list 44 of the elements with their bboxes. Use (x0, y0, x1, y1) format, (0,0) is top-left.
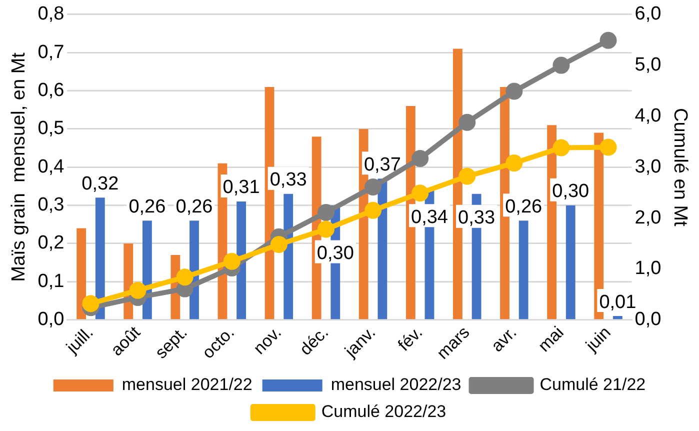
y-tick-label: 0,5 (38, 118, 64, 140)
data-label: 0,31 (222, 177, 260, 198)
x-tick-label: juill. (62, 322, 97, 358)
x-tick-label: nov. (250, 322, 286, 358)
data-label: 0,01 (599, 292, 636, 313)
x-tick-label: octo. (198, 322, 238, 362)
y-axis-title: Maïs grain mensuel, en Mt (8, 52, 30, 282)
x-tick-label: fév. (394, 322, 426, 355)
legend-label: Cumulé 2022/23 (321, 402, 446, 422)
x-tick-label: mai (534, 322, 568, 356)
y2-axis-title: Cumulé en Mt (669, 108, 690, 227)
legend-label: Cumulé 21/22 (540, 375, 646, 394)
y2-tick-label: 2,0 (634, 207, 662, 228)
data-label: 0,26 (505, 196, 542, 218)
data-label: 0,37 (364, 154, 401, 176)
x-tick-label: juin (582, 322, 614, 356)
legend-label: mensuel 2022/23 (330, 375, 462, 394)
data-label: 0,26 (128, 196, 166, 218)
y2-tick-label: 4,0 (634, 105, 662, 126)
x-tick-label: août (107, 322, 144, 360)
x-tick-label: déc. (296, 322, 332, 359)
x-tick-label: sept. (151, 322, 191, 362)
x-tick-label: avr. (487, 322, 520, 356)
data-label: 0,34 (410, 206, 448, 228)
y-tick-label: 0,1 (38, 270, 64, 292)
legend-label: mensuel 2021/22 (122, 375, 252, 394)
data-label: 0,30 (552, 181, 590, 202)
y-tick-label: 0,2 (38, 232, 64, 254)
y-tick-label: 0,7 (38, 42, 64, 63)
y-tick-label: 0,3 (38, 194, 64, 216)
data-label: 0,26 (176, 196, 213, 218)
y-tick-label: 0,6 (38, 80, 64, 101)
y-tick-label: 0,4 (38, 156, 65, 178)
y2-tick-label: 3,0 (634, 156, 662, 178)
y2-tick-label: 0,0 (634, 309, 662, 330)
data-label: 0,33 (458, 208, 496, 229)
y2-tick-label: 1,0 (634, 258, 662, 280)
y-tick-label: 0,8 (38, 4, 64, 25)
data-label: 0,32 (82, 173, 119, 194)
y2-tick-label: 6,0 (634, 4, 662, 25)
data-label: 0,33 (270, 170, 307, 191)
data-label: 0,30 (316, 242, 354, 264)
y-tick-label: 0,0 (38, 309, 64, 330)
y2-tick-label: 5,0 (634, 54, 662, 76)
